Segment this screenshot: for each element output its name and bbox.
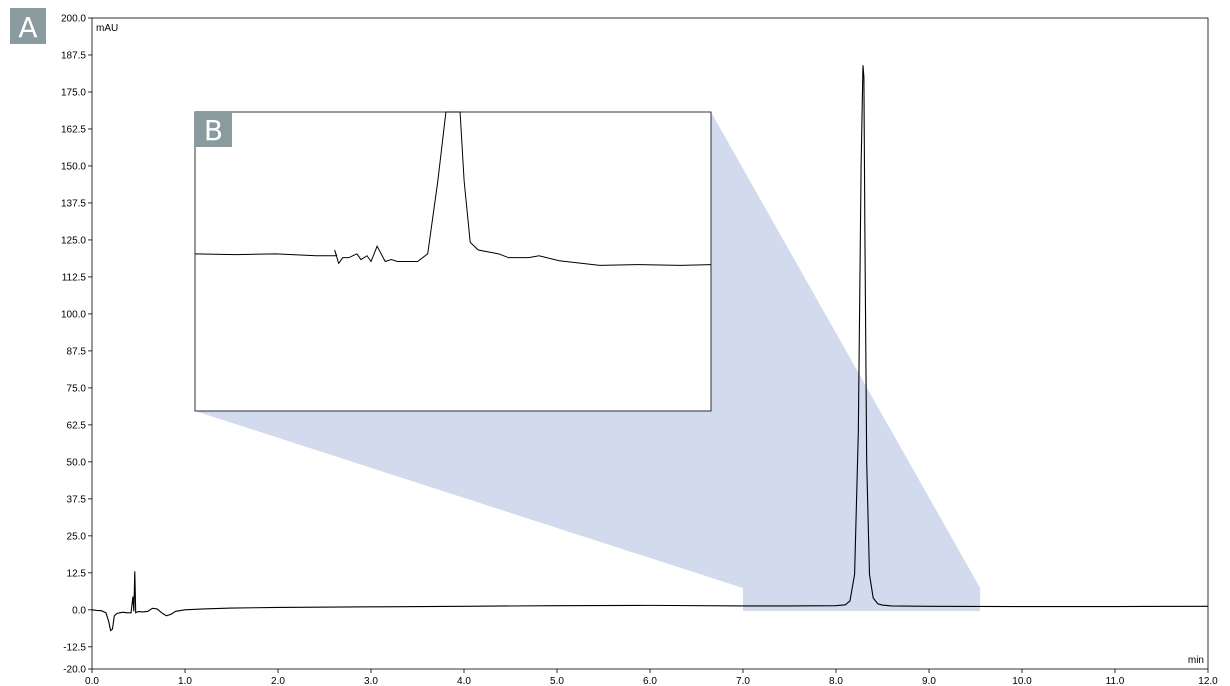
y-tick-label: 87.5 [67, 346, 87, 357]
y-axis-unit-label: mAU [96, 23, 118, 34]
x-tick-label: 4.0 [457, 676, 471, 686]
y-tick-label: 137.5 [61, 198, 86, 209]
y-tick-label: -20.0 [63, 665, 86, 676]
x-tick-label: 2.0 [271, 676, 285, 686]
series-line-inset [194, 111, 712, 266]
inset-background [194, 111, 712, 412]
x-tick-label: 8.0 [829, 676, 843, 686]
y-tick-label: 150.0 [61, 161, 86, 172]
y-tick-label: 162.5 [61, 124, 86, 135]
x-tick-label: 12.0 [1198, 676, 1218, 686]
panel-b-label: B [204, 114, 223, 147]
y-tick-label: 187.5 [61, 50, 86, 61]
x-tick-label: 7.0 [736, 676, 750, 686]
axis-ticks [88, 17, 1209, 673]
axis-tick-labels: 0.0 1.0 2.0 3.0 4.0 5.0 6.0 7.0 8.0 9.0 10.0 11.0 12… [61, 14, 1218, 686]
y-tick-label: 37.5 [67, 494, 87, 505]
y-tick-label: -12.5 [63, 642, 86, 653]
y-tick-label: 100.0 [61, 309, 86, 320]
y-tick-label: 125.0 [61, 235, 86, 246]
y-tick-label: 175.0 [61, 87, 86, 98]
y-tick-label: 25.0 [67, 531, 87, 542]
y-tick-label: 12.5 [67, 568, 87, 579]
x-axis-unit-label: min [1188, 655, 1204, 666]
x-tick-label: 3.0 [364, 676, 378, 686]
y-tick-label: 200.0 [61, 14, 86, 25]
zoom-region-band [743, 588, 981, 611]
x-tick-label: 6.0 [643, 676, 657, 686]
x-tick-label: 5.0 [550, 676, 564, 686]
y-tick-label: 50.0 [67, 457, 87, 468]
y-tick-label: 75.0 [67, 383, 87, 394]
x-tick-label: 1.0 [178, 676, 192, 686]
panel-a-badge [10, 8, 46, 44]
y-tick-label: 112.5 [62, 272, 87, 283]
panel-a-label: A [18, 11, 37, 44]
series-line-main [91, 65, 1209, 632]
x-tick-label: 0.0 [85, 676, 99, 686]
x-tick-label: 11.0 [1106, 676, 1125, 686]
panel-b-badge [195, 112, 232, 147]
x-tick-label: 10.0 [1012, 676, 1032, 686]
y-tick-label: 0.0 [72, 605, 86, 616]
x-tick-label: 9.0 [922, 676, 936, 686]
y-tick-label: 62.5 [67, 420, 87, 431]
